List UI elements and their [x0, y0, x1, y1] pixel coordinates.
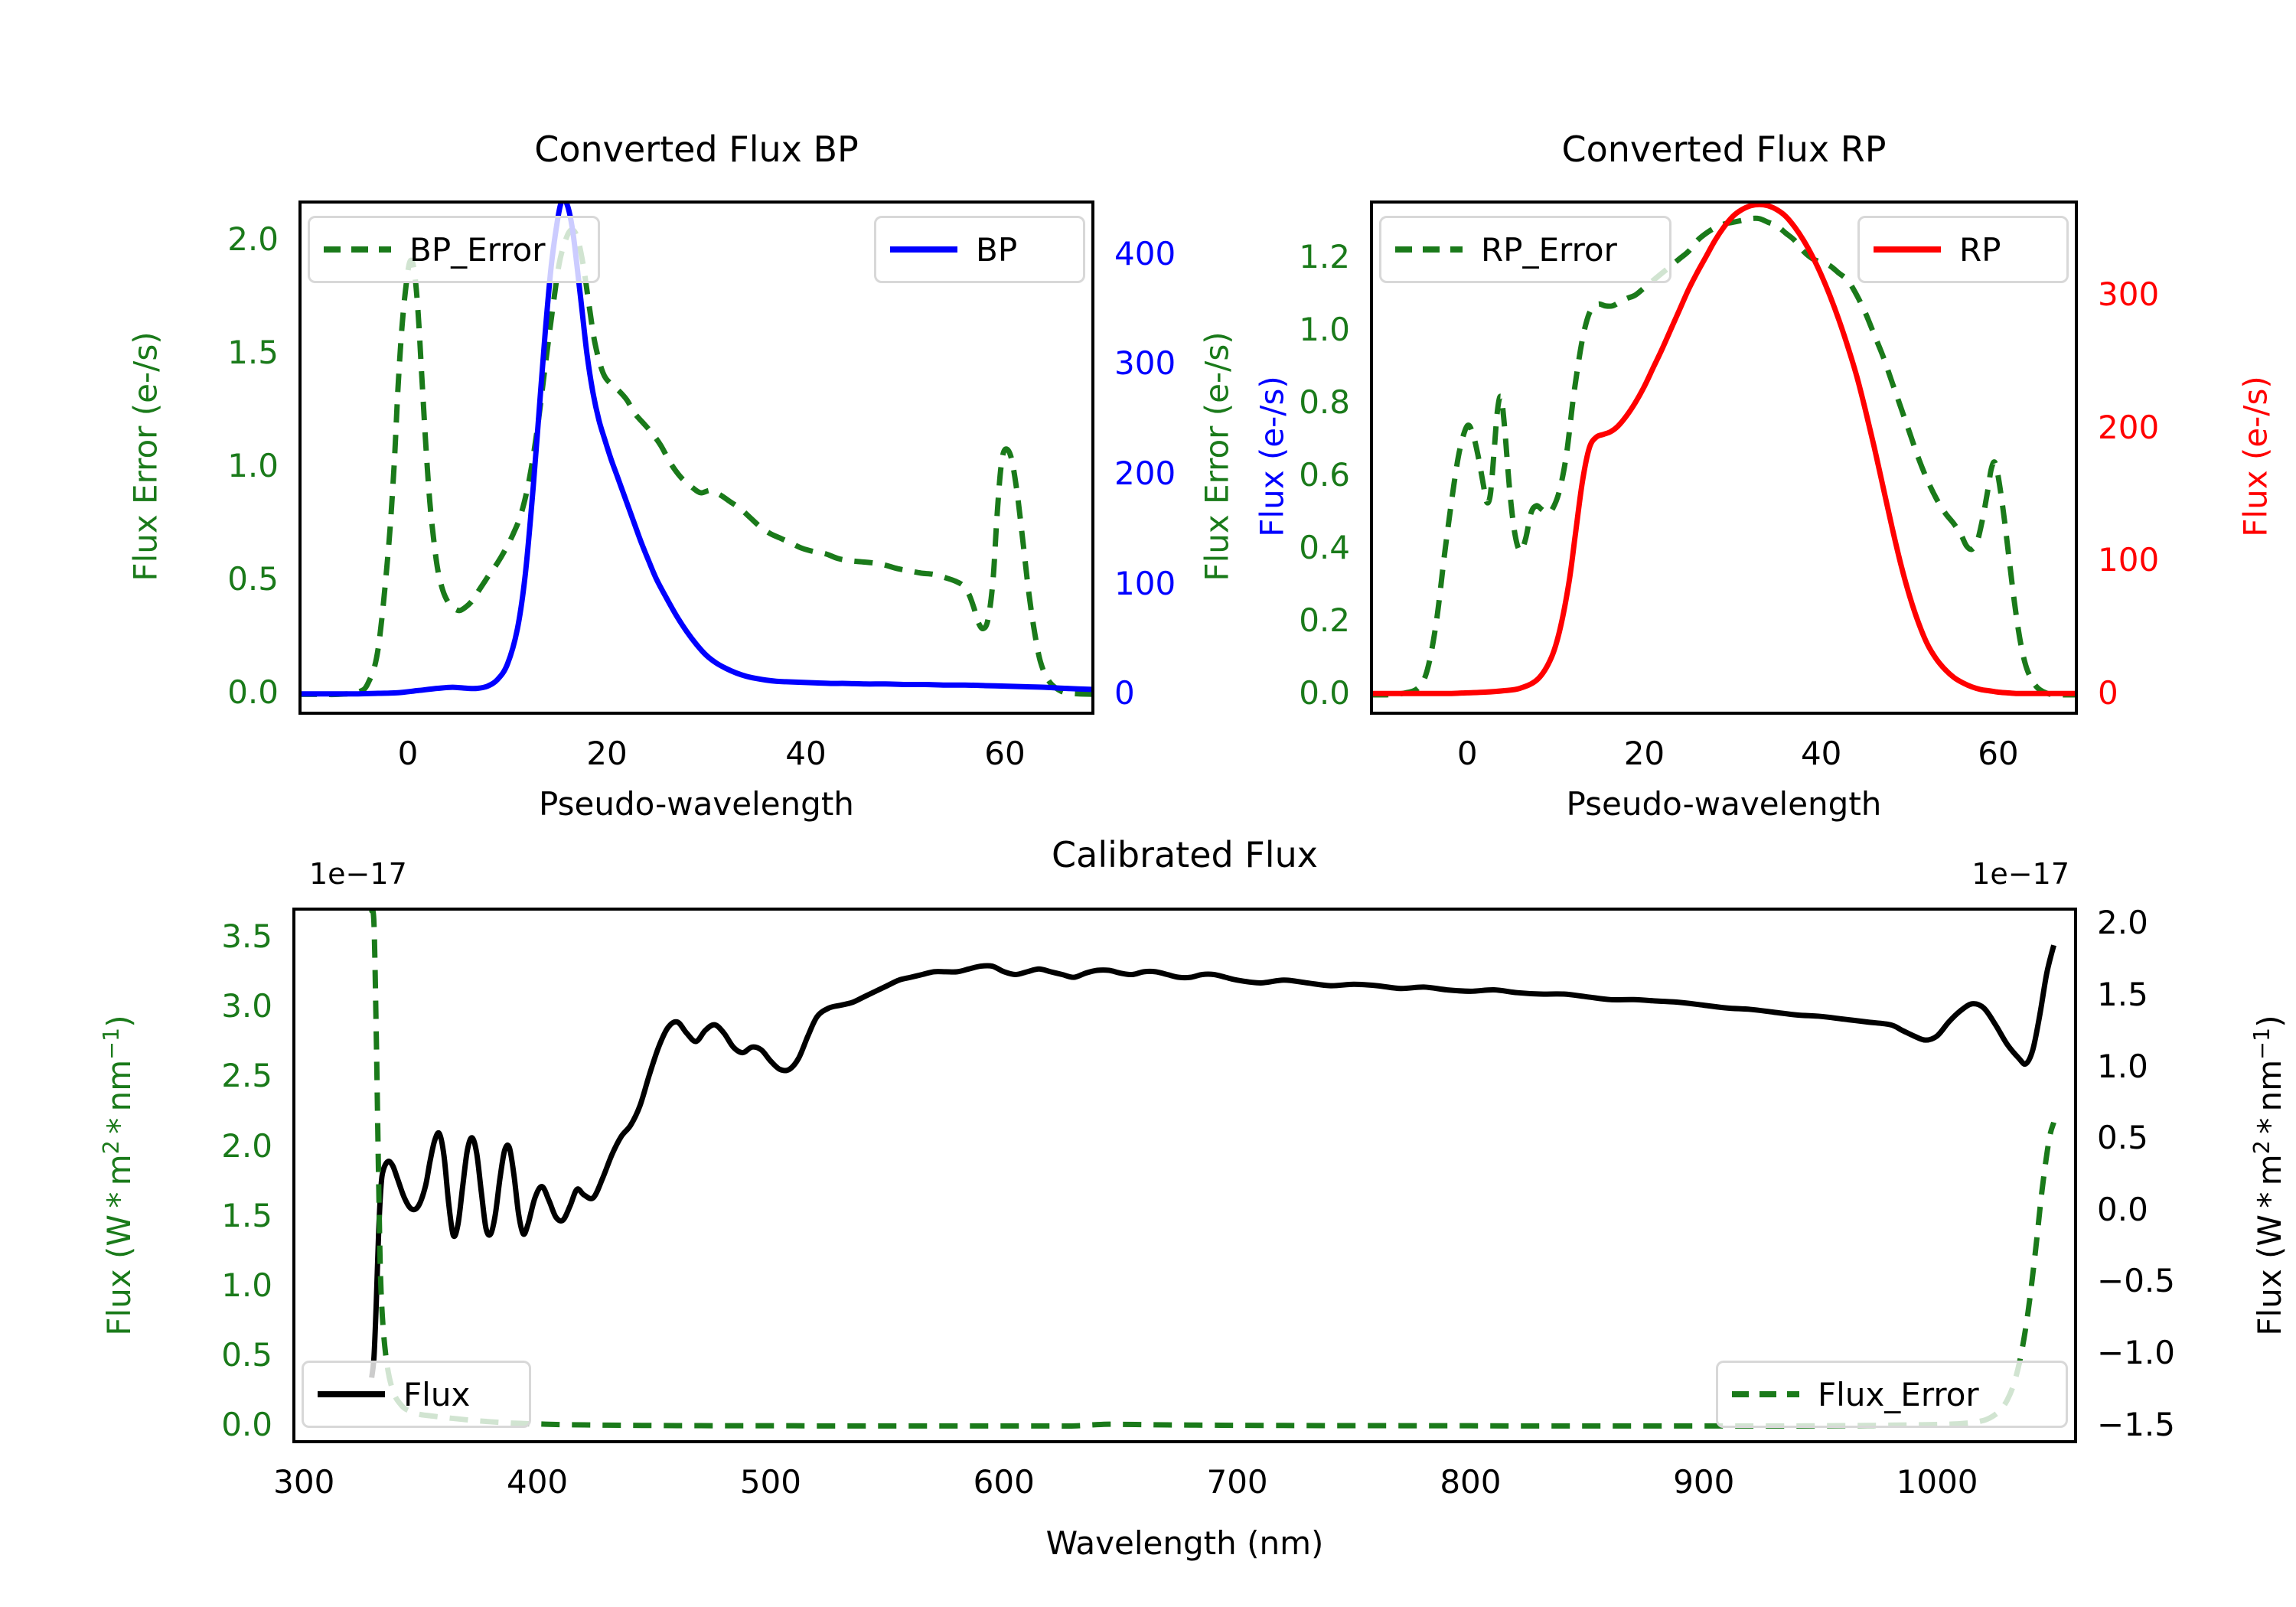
- yticklabel-right-rp-0: 0: [2098, 673, 2118, 712]
- yticklabel-right-calibrated-6: 1.5: [2097, 976, 2148, 1014]
- legend-bp-error-label: BP_Error: [409, 230, 546, 269]
- yticklabel-left-rp-3: 0.6: [1299, 455, 1350, 494]
- yticklabel-left-rp-0: 0.0: [1299, 673, 1350, 712]
- yticklabel-left-bp-3: 1.5: [227, 334, 279, 372]
- yticklabel-right-bp-0: 0: [1114, 674, 1135, 712]
- series-rp-1: [1370, 201, 2078, 696]
- xticklabel-rp-0: 0: [1456, 735, 1478, 772]
- yticklabel-left-calibrated-7: 3.5: [221, 918, 272, 956]
- yticklabel-left-calibrated-0: 0.0: [221, 1406, 272, 1444]
- yticklabel-right-calibrated-7: 2.0: [2097, 904, 2148, 942]
- plot-area-rp: [1370, 200, 2078, 715]
- legend-flux-label: Flux: [403, 1375, 471, 1413]
- exponent-label-right: 1e−17: [1971, 857, 2069, 891]
- yticklabel-left-rp-5: 1.0: [1299, 310, 1350, 348]
- yticklabel-right-rp-3: 300: [2098, 275, 2160, 314]
- xticklabel-bp-2: 40: [785, 735, 827, 772]
- legend-bp-label: BP: [976, 230, 1018, 269]
- yticklabel-left-calibrated-4: 2.0: [221, 1126, 272, 1165]
- xaxis-label-calibrated: Wavelength (nm): [1045, 1524, 1324, 1562]
- legend-rp-error[interactable]: RP_Error: [1379, 216, 1671, 283]
- exponent-label-left: 1e−17: [309, 857, 407, 891]
- legend-bp-error-line-sample: [324, 246, 391, 253]
- xticklabel-rp-2: 40: [1800, 735, 1842, 772]
- yticklabel-left-bp-2: 1.0: [227, 447, 279, 485]
- xticklabel-calibrated-6: 900: [1673, 1463, 1735, 1501]
- series-bp-1: [298, 200, 1094, 697]
- yticklabel-right-rp-1: 100: [2098, 541, 2160, 579]
- yticklabel-right-calibrated-1: −1.0: [2097, 1333, 2175, 1371]
- xticklabel-bp-0: 0: [397, 735, 419, 772]
- legend-rp-line-sample: [1874, 246, 1941, 253]
- legend-bp-line-sample: [890, 246, 957, 253]
- axes-frame-bp: [298, 200, 1094, 715]
- plot-area-bp: [298, 200, 1094, 715]
- xticklabel-calibrated-2: 500: [739, 1463, 801, 1501]
- legend-flux-error[interactable]: Flux_Error: [1716, 1361, 2068, 1428]
- legend-rp-error-label: RP_Error: [1481, 230, 1617, 269]
- yticklabel-left-calibrated-5: 2.5: [221, 1057, 272, 1095]
- legend-bp[interactable]: BP: [874, 216, 1085, 283]
- panel-title-rp: Converted Flux RP: [1561, 129, 1887, 170]
- panel-title-bp: Converted Flux BP: [534, 129, 859, 170]
- yticklabel-left-bp-4: 2.0: [227, 220, 279, 259]
- yticklabel-left-calibrated-6: 3.0: [221, 987, 272, 1025]
- yticklabel-right-bp-1: 100: [1114, 564, 1176, 602]
- yticklabel-right-calibrated-4: 0.5: [2097, 1119, 2148, 1157]
- xticklabel-calibrated-0: 300: [273, 1463, 335, 1501]
- xticklabel-calibrated-3: 600: [973, 1463, 1035, 1501]
- legend-rp-error-line-sample: [1395, 246, 1463, 253]
- series-calibrated-0: [369, 944, 2056, 1378]
- xticklabel-bp-1: 20: [586, 735, 628, 772]
- yticklabel-right-calibrated-3: 0.0: [2097, 1190, 2148, 1228]
- legend-rp[interactable]: RP: [1857, 216, 2069, 283]
- yticklabel-right-bp-2: 200: [1114, 454, 1176, 492]
- yticklabel-left-rp-2: 0.4: [1299, 528, 1350, 566]
- yticklabel-right-bp-3: 300: [1114, 344, 1176, 383]
- legend-flux-error-line-sample: [1732, 1391, 1799, 1397]
- series-rp-0: [1370, 215, 2078, 698]
- yticklabel-right-calibrated-2: −0.5: [2097, 1262, 2175, 1300]
- axes-frame-calibrated: [292, 908, 2077, 1443]
- yticklabel-left-calibrated-3: 1.5: [221, 1196, 272, 1234]
- yaxis-label-left-calibrated: Flux (W * m2 * nm−1): [98, 1015, 138, 1336]
- yticklabel-right-bp-4: 400: [1114, 234, 1176, 272]
- yticklabel-left-calibrated-2: 1.0: [221, 1266, 272, 1304]
- legend-bp-error[interactable]: BP_Error: [308, 216, 600, 283]
- xticklabel-calibrated-5: 800: [1440, 1463, 1502, 1501]
- yticklabel-left-bp-1: 0.5: [227, 560, 279, 598]
- xticklabel-calibrated-1: 400: [506, 1463, 569, 1501]
- legend-flux-error-label: Flux_Error: [1818, 1375, 1979, 1413]
- xticklabel-rp-3: 60: [1978, 735, 2019, 772]
- legend-flux[interactable]: Flux: [302, 1361, 531, 1428]
- yticklabel-right-rp-2: 200: [2098, 408, 2160, 446]
- xticklabel-calibrated-7: 1000: [1896, 1463, 1978, 1501]
- series-calibrated-1: [369, 908, 2056, 1429]
- yticklabel-left-bp-0: 0.0: [227, 673, 279, 712]
- yticklabel-left-rp-6: 1.2: [1299, 237, 1350, 275]
- yaxis-label-right-calibrated: Flux (W * m2 * nm−1): [2249, 1015, 2288, 1336]
- xticklabel-bp-3: 60: [984, 735, 1026, 772]
- xaxis-label-bp: Pseudo-wavelength: [539, 785, 854, 823]
- legend-flux-line-sample: [318, 1391, 385, 1397]
- yticklabel-left-rp-1: 0.2: [1299, 601, 1350, 639]
- yticklabel-left-rp-4: 0.8: [1299, 383, 1350, 421]
- xticklabel-calibrated-4: 700: [1206, 1463, 1268, 1501]
- yticklabel-left-calibrated-1: 0.5: [221, 1335, 272, 1374]
- axes-frame-rp: [1370, 200, 2078, 715]
- yticklabel-right-calibrated-5: 1.0: [2097, 1047, 2148, 1085]
- yticklabel-right-calibrated-0: −1.5: [2097, 1405, 2175, 1443]
- xaxis-label-rp: Pseudo-wavelength: [1566, 785, 1882, 823]
- xticklabel-rp-1: 20: [1623, 735, 1665, 772]
- series-bp-0: [298, 227, 1094, 698]
- legend-rp-label: RP: [1959, 230, 2001, 269]
- panel-title-calibrated: Calibrated Flux: [1052, 834, 1318, 875]
